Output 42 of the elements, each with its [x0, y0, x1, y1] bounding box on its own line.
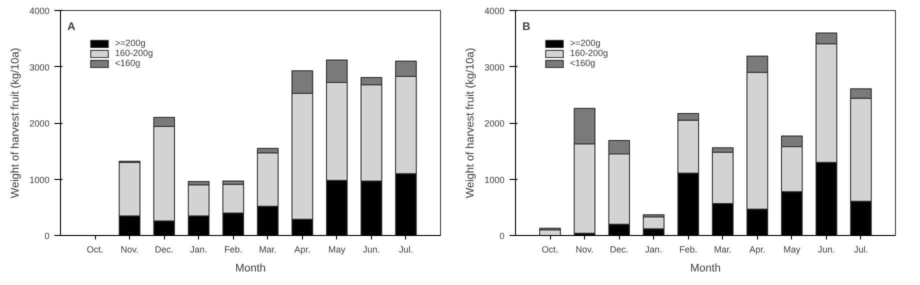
legend-label: >=200g — [570, 38, 601, 48]
x-tick-label: Mar. — [714, 244, 732, 254]
legend-label: 160-200g — [115, 48, 154, 58]
x-tick-label: Jun. — [818, 244, 835, 254]
x-tick-label: Dec. — [154, 244, 174, 254]
y-tick-label: 0 — [499, 231, 505, 241]
x-tick-label: Jan. — [190, 244, 208, 254]
legend-label: 160-200g — [570, 48, 608, 58]
x-tick-label: Jul. — [398, 244, 413, 254]
x-tick-label: Mar. — [259, 244, 277, 254]
x-tick-label: May — [328, 244, 346, 254]
x-tick-label: Apr. — [749, 244, 766, 254]
y-tick-label: 2000 — [29, 118, 50, 128]
y-tick-label: 0 — [44, 231, 50, 241]
x-axis-title: Month — [690, 262, 721, 274]
x-tick-label: Feb. — [679, 244, 698, 254]
x-tick-label: Jun. — [362, 244, 380, 254]
y-tick-label: 3000 — [29, 62, 50, 72]
x-tick-label: Oct. — [542, 244, 558, 254]
y-tick-label: 1000 — [29, 174, 50, 185]
y-tick-label: 3000 — [484, 62, 505, 72]
legend-label: <160g — [115, 58, 140, 68]
y-tick-label: 1000 — [484, 174, 505, 185]
x-tick-label: Apr. — [294, 244, 310, 254]
x-tick-label: Nov. — [576, 244, 594, 254]
x-tick-label: Oct. — [86, 244, 104, 254]
y-axis-title: Weight of harvest fruit (kg/10a) — [464, 48, 476, 198]
x-tick-label: Jul. — [854, 244, 868, 254]
x-tick-label: Jan. — [645, 244, 662, 254]
y-axis-title: Weight of harvest fruit (kg/10a) — [9, 48, 22, 198]
annotation: B — [522, 21, 530, 33]
x-tick-label: Nov. — [120, 244, 139, 254]
x-tick-label: Feb. — [224, 244, 242, 254]
y-tick-label: 2000 — [484, 118, 505, 128]
x-tick-label: Dec. — [610, 244, 628, 254]
annotation: A — [67, 21, 76, 33]
legend-label: >=200g — [115, 38, 146, 48]
x-axis-title: Month — [235, 262, 266, 274]
legend-label: <160g — [570, 58, 596, 68]
y-tick-label: 4000 — [29, 6, 50, 16]
x-tick-label: May — [783, 244, 801, 254]
y-tick-label: 4000 — [484, 6, 505, 16]
